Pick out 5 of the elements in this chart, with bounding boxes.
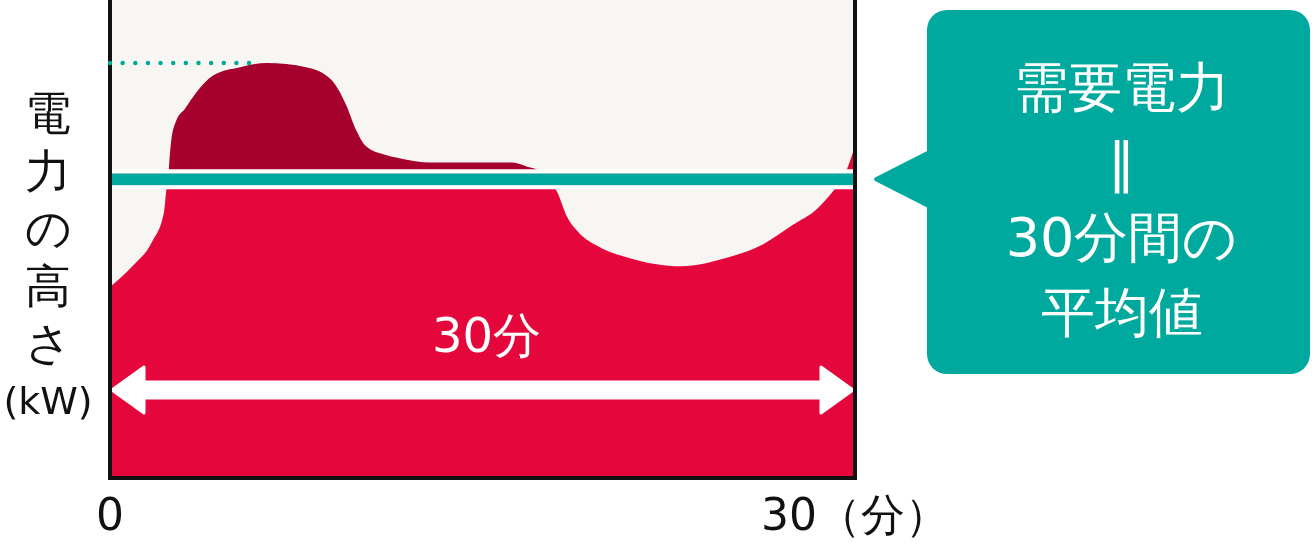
annotation: 30分	[431, 307, 542, 363]
y-axis-title: 電力の高さ(kW)	[3, 86, 93, 423]
ref-line-label: 需要電力 ‖ 30分間の平均値	[1005, 56, 1238, 344]
x-tick-label: 30（分）	[761, 489, 949, 540]
x-tick-label: 0	[96, 489, 124, 540]
